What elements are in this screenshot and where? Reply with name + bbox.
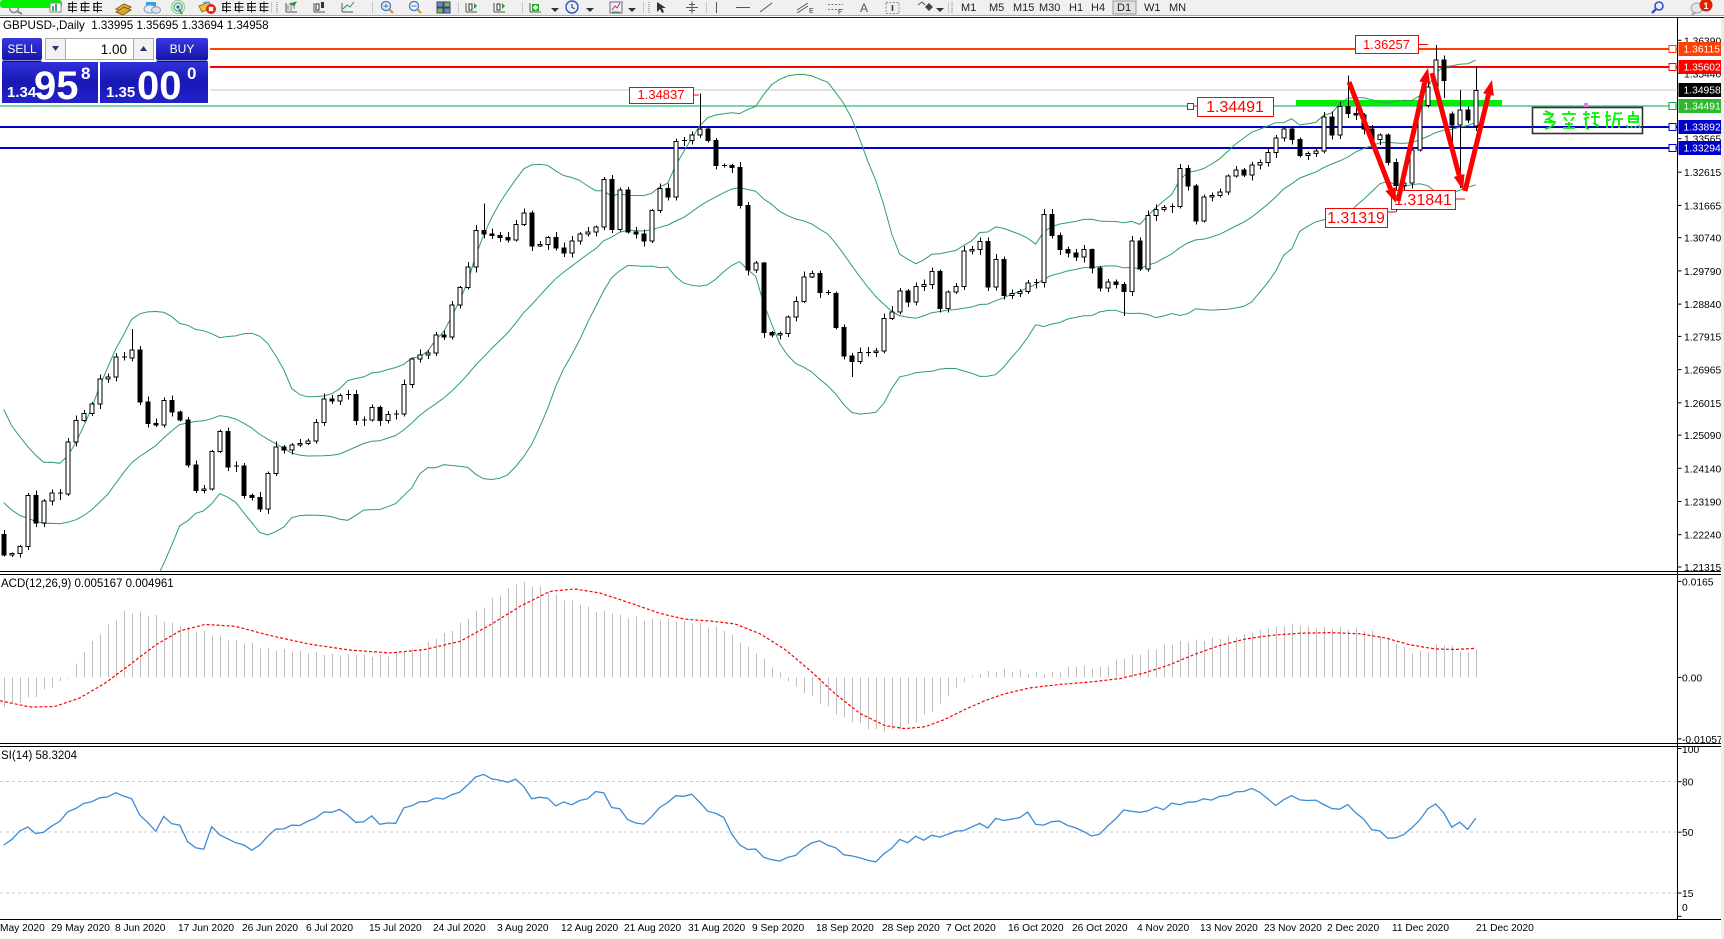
svg-text:28 Sep 2020: 28 Sep 2020 [882, 923, 940, 934]
svg-text:21 Aug 2020: 21 Aug 2020 [624, 923, 682, 934]
svg-text:21 Dec 2020: 21 Dec 2020 [1476, 923, 1534, 934]
svg-text:1.31665: 1.31665 [1684, 201, 1721, 212]
svg-text:1.31841: 1.31841 [1394, 192, 1452, 209]
svg-text:1.24140: 1.24140 [1684, 464, 1721, 475]
svg-text:GBPUSD-,Daily 1.33995 1.35695: GBPUSD-,Daily 1.33995 1.35695 1.33694 1.… [3, 19, 269, 32]
svg-text:H4: H4 [1091, 2, 1105, 14]
svg-text:1.29790: 1.29790 [1684, 267, 1721, 278]
svg-text:ACD(12,26,9) 0.005167 0.004961: ACD(12,26,9) 0.005167 0.004961 [1, 578, 174, 590]
svg-text:1.25090: 1.25090 [1684, 431, 1721, 442]
svg-text:15 Jul 2020: 15 Jul 2020 [369, 923, 422, 934]
svg-text:12 Aug 2020: 12 Aug 2020 [561, 923, 619, 934]
svg-text:H1: H1 [1069, 2, 1083, 14]
svg-text:1.00: 1.00 [101, 42, 127, 57]
svg-text:D1: D1 [1117, 2, 1131, 14]
svg-text:6 Jul 2020: 6 Jul 2020 [306, 923, 353, 934]
svg-text:1.30740: 1.30740 [1684, 234, 1721, 245]
svg-text:1.32615: 1.32615 [1684, 168, 1721, 179]
svg-text:1.36390: 1.36390 [1684, 36, 1721, 47]
svg-text:SI(14) 58.3204: SI(14) 58.3204 [1, 750, 78, 762]
svg-text:4 Nov 2020: 4 Nov 2020 [1137, 923, 1189, 934]
svg-text:1.34491: 1.34491 [1684, 102, 1721, 113]
svg-text:0: 0 [1682, 903, 1688, 914]
svg-text:0.00: 0.00 [1682, 673, 1702, 684]
svg-text:1.35: 1.35 [106, 84, 135, 101]
svg-text:16 Oct 2020: 16 Oct 2020 [1008, 923, 1064, 934]
svg-text:BUY: BUY [170, 42, 195, 56]
svg-text:2 Dec 2020: 2 Dec 2020 [1327, 923, 1379, 934]
svg-text:13 Nov 2020: 13 Nov 2020 [1200, 923, 1258, 934]
svg-text:E: E [809, 8, 814, 15]
svg-text:SELL: SELL [7, 42, 37, 56]
svg-text:80: 80 [1682, 778, 1694, 789]
svg-text:MN: MN [1169, 2, 1186, 14]
svg-text:1.26015: 1.26015 [1684, 399, 1721, 410]
svg-text:0: 0 [187, 64, 196, 83]
svg-text:1.34958: 1.34958 [1684, 86, 1721, 97]
svg-text:00: 00 [137, 64, 182, 108]
svg-text:18 Sep 2020: 18 Sep 2020 [816, 923, 874, 934]
svg-text:95: 95 [34, 64, 79, 108]
svg-text:8: 8 [81, 64, 90, 83]
svg-text:A: A [860, 1, 868, 15]
svg-text:1.34: 1.34 [7, 84, 37, 101]
svg-text:1.34837: 1.34837 [638, 87, 685, 102]
svg-text:24 Jul 2020: 24 Jul 2020 [433, 923, 486, 934]
svg-text:May 2020: May 2020 [0, 923, 45, 934]
svg-text:1.36257: 1.36257 [1363, 37, 1410, 52]
svg-text:1.26965: 1.26965 [1684, 366, 1721, 377]
svg-text:7 Oct 2020: 7 Oct 2020 [946, 923, 996, 934]
svg-text:1.33565: 1.33565 [1684, 135, 1721, 146]
svg-text:0.0165: 0.0165 [1682, 577, 1714, 588]
svg-text:M15: M15 [1013, 2, 1034, 14]
svg-text:1.33294: 1.33294 [1684, 144, 1721, 155]
svg-text:1.35440: 1.35440 [1684, 70, 1721, 81]
svg-text:1.21315: 1.21315 [1684, 563, 1721, 574]
svg-text:11 Dec 2020: 11 Dec 2020 [1392, 923, 1449, 934]
svg-text:26 Jun 2020: 26 Jun 2020 [242, 923, 298, 934]
svg-text:1.31319: 1.31319 [1327, 210, 1385, 227]
svg-text:1.23190: 1.23190 [1684, 498, 1721, 509]
svg-text:23 Nov 2020: 23 Nov 2020 [1264, 923, 1322, 934]
svg-text:-0.010571: -0.010571 [1682, 735, 1724, 746]
svg-text:M5: M5 [989, 2, 1004, 14]
svg-text:1.28840: 1.28840 [1684, 300, 1721, 311]
svg-text:F: F [838, 9, 842, 16]
svg-text:3 Aug 2020: 3 Aug 2020 [497, 923, 549, 934]
svg-text:1: 1 [1703, 1, 1708, 11]
svg-text:50: 50 [1682, 828, 1694, 839]
svg-text:1.27915: 1.27915 [1684, 332, 1721, 343]
svg-text:1.34491: 1.34491 [1206, 99, 1264, 116]
svg-text:M30: M30 [1039, 2, 1060, 14]
svg-text:1.22240: 1.22240 [1684, 531, 1721, 542]
svg-text:1.35602: 1.35602 [1684, 63, 1721, 74]
svg-text:W1: W1 [1144, 2, 1161, 14]
svg-text:1.36115: 1.36115 [1684, 45, 1721, 56]
svg-text:1.33892: 1.33892 [1684, 123, 1721, 134]
svg-text:M1: M1 [961, 2, 976, 14]
svg-text:15: 15 [1682, 889, 1694, 900]
svg-text:31 Aug 2020: 31 Aug 2020 [688, 923, 746, 934]
svg-text:9 Sep 2020: 9 Sep 2020 [752, 923, 804, 934]
svg-text:17 Jun 2020: 17 Jun 2020 [178, 923, 234, 934]
svg-text:29 May 2020: 29 May 2020 [51, 923, 110, 934]
svg-text:100: 100 [1682, 745, 1699, 756]
svg-text:26 Oct 2020: 26 Oct 2020 [1072, 923, 1128, 934]
svg-text:8 Jun 2020: 8 Jun 2020 [115, 923, 166, 934]
